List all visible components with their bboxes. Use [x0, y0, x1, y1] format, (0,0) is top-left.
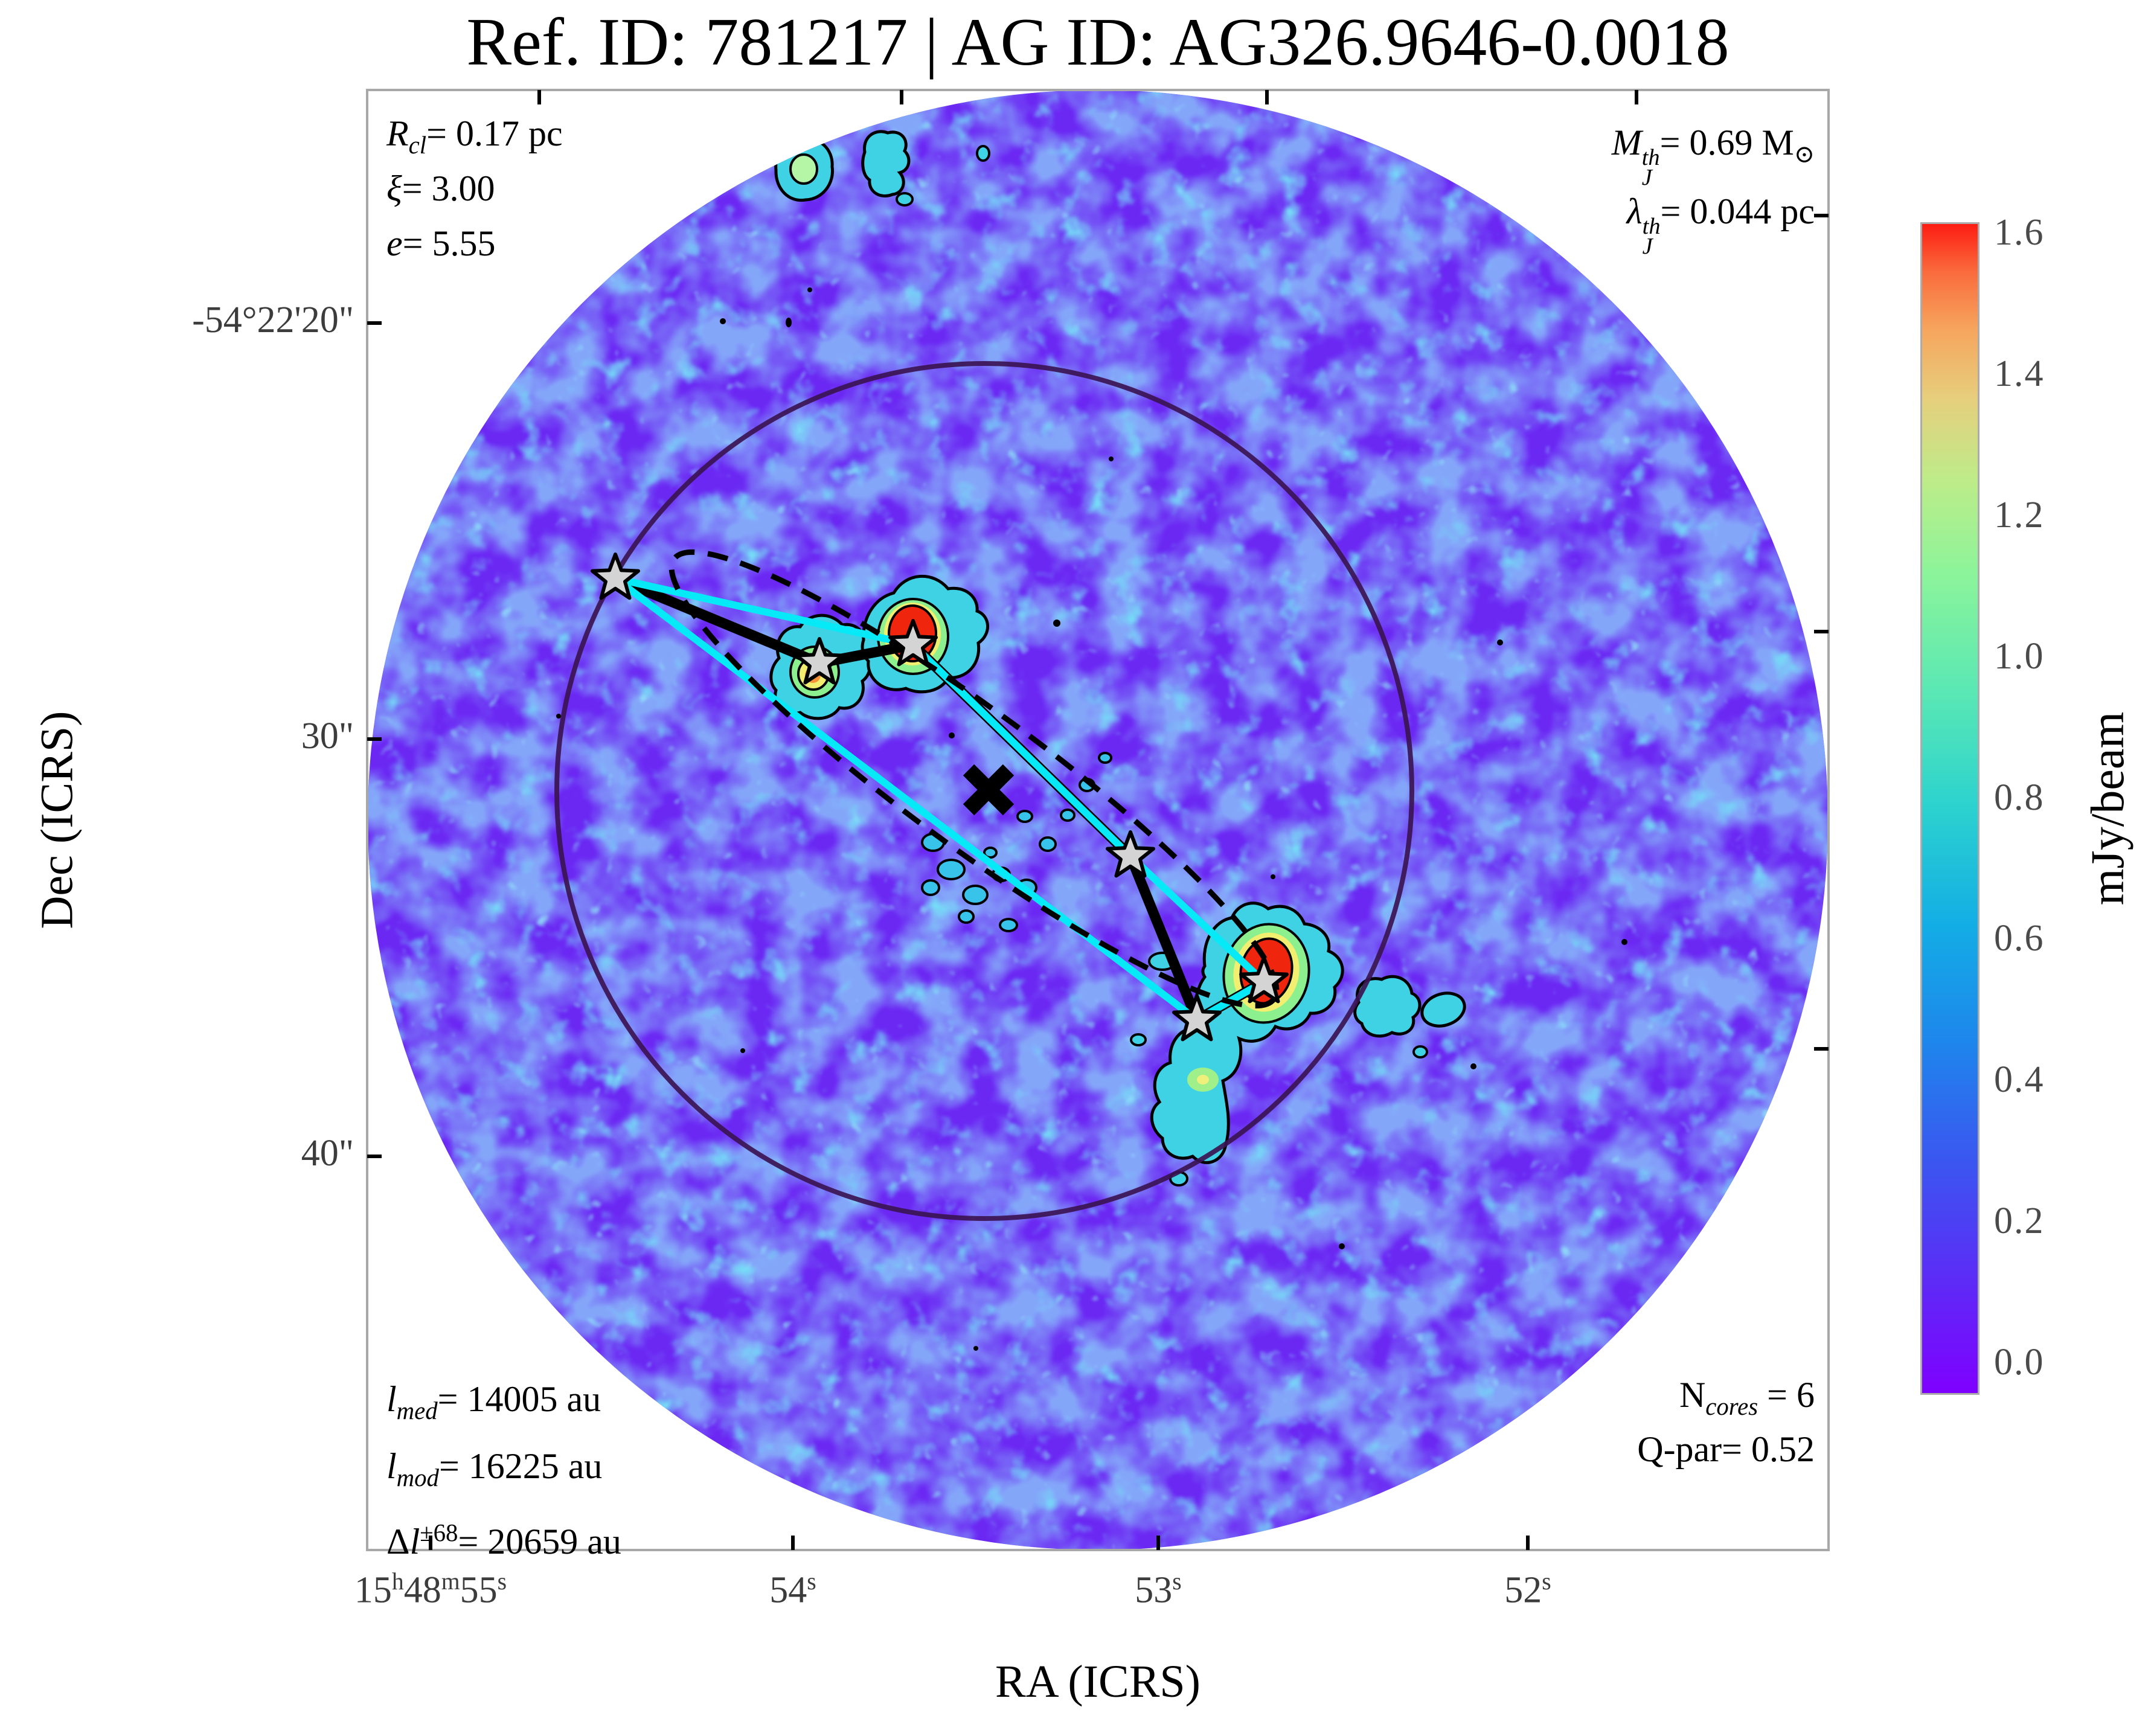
- colorbar-label: mJy/beam: [2081, 711, 2133, 906]
- colorbar-tick-label: 0.0: [1994, 1342, 2045, 1383]
- x-tick-label: 53s: [1135, 1568, 1182, 1611]
- colorbar-tick-label: 0.8: [1994, 777, 2045, 818]
- annotation-l-mode: lmod= 16225 au: [386, 1446, 603, 1491]
- mst-edge: [610, 573, 825, 668]
- x-tick-mark-top: [900, 90, 903, 104]
- x-tick-mark: [791, 1536, 795, 1550]
- y-tick-mark-right: [1814, 1047, 1829, 1051]
- y-axis-label: Dec (ICRS): [31, 711, 83, 929]
- x-tick-label: 54s: [769, 1568, 816, 1611]
- y-tick-mark: [367, 321, 382, 325]
- y-tick-label: 30": [301, 716, 354, 757]
- y-tick-mark: [367, 1155, 382, 1158]
- annotation-xi: ξ= 3.00: [386, 168, 495, 208]
- axes-frame: [366, 89, 1830, 1551]
- annotation-jeans-length: λ th J = 0.044 pc: [1626, 191, 1815, 259]
- colorbar-gradient: [1920, 222, 1979, 1395]
- annotation-q-parameter: Q-par= 0.52: [1637, 1429, 1815, 1469]
- core-star-marker: [1106, 830, 1155, 878]
- colorbar-tick-label: 1.4: [1994, 353, 2045, 394]
- x-axis-label: RA (ICRS): [995, 1656, 1201, 1707]
- annotation-l-median: lmed= 14005 au: [386, 1379, 601, 1424]
- colorbar-tick-label: 0.6: [1994, 918, 2045, 959]
- cluster-radius-circle: [554, 361, 1414, 1221]
- cluster-center-x-path: [963, 764, 1015, 816]
- annotation-rcl: Rcl= 0.17 pc: [386, 114, 563, 159]
- convex-hull-path: [612, 575, 1268, 1023]
- x-tick-label: 15h48m55s: [354, 1568, 507, 1611]
- noise-specks: [556, 287, 1627, 1351]
- colorbar-tick-label: 1.0: [1994, 635, 2045, 677]
- y-tick-mark-right: [1814, 214, 1829, 217]
- annotation-n-cores: Ncores = 6: [1679, 1375, 1815, 1420]
- colorbar-tick-label: 1.6: [1994, 212, 2045, 253]
- core-star-marker: [1172, 994, 1222, 1042]
- y-tick-label: 40": [301, 1133, 354, 1174]
- x-tick-mark-top: [537, 90, 541, 104]
- colorbar-tick-label: 0.2: [1994, 1200, 2045, 1242]
- convex-hull-edges: [612, 575, 1268, 1023]
- y-tick-mark-right: [1814, 630, 1829, 633]
- colorbar-tick-label: 1.2: [1994, 494, 2045, 536]
- core-star-marker: [591, 553, 640, 600]
- x-tick-mark: [429, 1536, 432, 1550]
- cluster-radius-circle-path: [554, 361, 1414, 1221]
- y-tick-label: -54°22'20": [192, 299, 354, 341]
- core-star-marker: [1239, 956, 1289, 1004]
- figure-title: Ref. ID: 781217 | AG ID: AG326.9646-0.00…: [466, 5, 1729, 80]
- core-star-marker: [888, 619, 938, 667]
- colorbar-tick-label: 0.4: [1994, 1059, 2045, 1101]
- annotation-delta-l: Δl±68= 20659 au: [386, 1519, 621, 1561]
- x-tick-mark-top: [1265, 90, 1269, 104]
- fov-disk: [368, 90, 1828, 1550]
- annotation-elongation: e= 5.55: [386, 223, 496, 263]
- mst-edge: [1125, 851, 1202, 1025]
- x-tick-mark: [1526, 1536, 1530, 1550]
- cluster-center-x-marker: [963, 764, 1015, 816]
- core-star-markers: [591, 553, 1289, 1042]
- x-tick-mark-top: [1635, 90, 1638, 104]
- x-tick-mark: [1156, 1536, 1160, 1550]
- core-star-marker: [795, 637, 844, 685]
- x-tick-label: 52s: [1504, 1568, 1551, 1611]
- y-tick-mark: [367, 737, 382, 741]
